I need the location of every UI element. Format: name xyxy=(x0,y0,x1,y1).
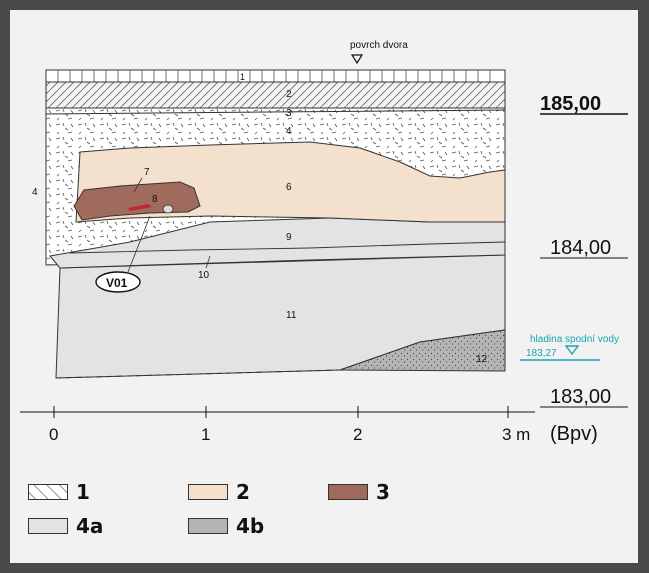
layer-label-3: 3 xyxy=(286,108,292,119)
elevation-183: 183,00 xyxy=(550,386,611,408)
legend-label-4b: 4b xyxy=(236,514,265,538)
scale-tick-1: 1 xyxy=(201,425,210,444)
legend-label-3: 3 xyxy=(376,480,390,504)
feature-v01-leader xyxy=(127,215,151,273)
paving-blocks xyxy=(57,70,491,82)
layer-label-10: 10 xyxy=(198,270,210,281)
legend-swatch-2 xyxy=(188,484,228,500)
groundwater-value: 183,27 xyxy=(526,348,557,359)
scale-tick-3: 3 m xyxy=(502,425,530,444)
legend-item-4b: 4b xyxy=(188,514,264,538)
drawing-frame: povrch dvora 1 2 3 4 4 6 7 8 9 10 11 12 … xyxy=(10,10,638,563)
layer-label-1: 1 xyxy=(240,72,245,82)
groundwater-marker-icon xyxy=(564,345,580,356)
scale-tick-2: 2 xyxy=(353,425,362,444)
layer-7-leader xyxy=(133,177,143,193)
layer-label-12: 12 xyxy=(476,354,488,365)
layer-3-line xyxy=(45,109,506,115)
legend-swatch-3 xyxy=(328,484,368,500)
layer-label-6: 6 xyxy=(286,182,292,193)
feature-v01-badge xyxy=(95,271,141,293)
layer-label-9: 9 xyxy=(286,232,292,243)
legend-label-2: 2 xyxy=(236,480,250,504)
scale-tick-0: 0 xyxy=(49,425,58,444)
groundwater-label: hladina spodní vody xyxy=(530,334,619,345)
legend-item-3: 3 xyxy=(328,480,390,504)
layer-10-leader xyxy=(205,255,211,269)
layer-label-8: 8 xyxy=(152,194,158,205)
legend-swatch-1 xyxy=(28,484,68,500)
profile-section-drawing: povrch dvora 1 2 3 4 4 6 7 8 9 10 11 12 … xyxy=(20,40,628,445)
scale-ticks xyxy=(53,406,509,418)
stone xyxy=(162,204,174,214)
layer-12-area xyxy=(339,329,506,372)
legend: 1 2 3 4a 4b xyxy=(28,480,508,560)
surface-label: povrch dvora xyxy=(350,40,408,51)
scale-unit: (Bpv) xyxy=(550,423,598,445)
layer-label-2: 2 xyxy=(286,89,292,100)
legend-item-1: 1 xyxy=(28,480,90,504)
legend-label-4a: 4a xyxy=(76,514,104,538)
elevation-184: 184,00 xyxy=(550,237,611,259)
layer-2-area xyxy=(45,81,506,109)
layer-label-7: 7 xyxy=(144,167,150,178)
layer-label-4-left: 4 xyxy=(32,187,38,198)
layer-label-4: 4 xyxy=(286,126,292,137)
feature-v01-label: V01 xyxy=(106,276,128,290)
legend-label-1: 1 xyxy=(76,480,90,504)
legend-item-4a: 4a xyxy=(28,514,103,538)
surface-marker-icon xyxy=(350,54,364,65)
legend-item-2: 2 xyxy=(188,480,250,504)
layer-10-line xyxy=(69,241,506,254)
legend-swatch-4a xyxy=(28,518,68,534)
elevation-185: 185,00 xyxy=(540,93,601,115)
red-mark xyxy=(128,204,152,211)
layer-label-11: 11 xyxy=(286,310,297,321)
section-bottom-boundary xyxy=(55,369,341,379)
layer-1-blocks xyxy=(45,69,506,83)
legend-swatch-4b xyxy=(188,518,228,534)
